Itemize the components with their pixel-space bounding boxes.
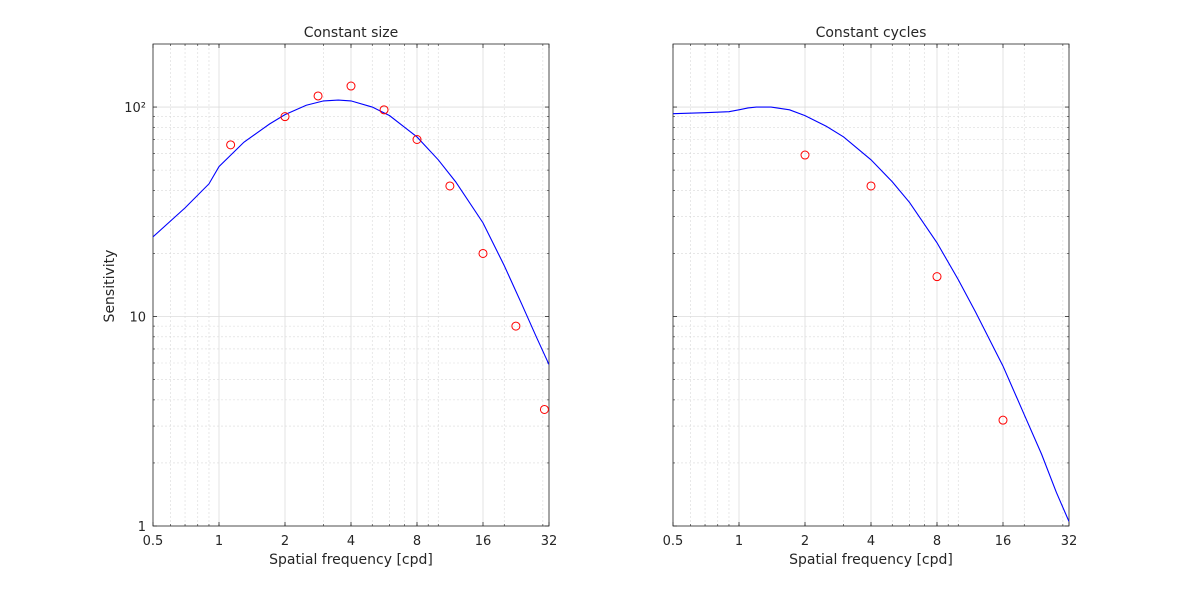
model-fit-line <box>153 99 549 365</box>
x-tick-label: 8 <box>933 534 941 549</box>
x-tick-label: 1 <box>735 534 743 549</box>
x-axis-label: Spatial frequency [cpd] <box>789 552 953 568</box>
data-point <box>932 272 942 282</box>
chart-title: Constant size <box>304 25 399 41</box>
data-point <box>511 321 521 331</box>
x-tick-label: 0.5 <box>143 534 164 549</box>
y-axis-label: Sensitivity <box>102 250 118 323</box>
plot-area <box>153 81 549 414</box>
data-point <box>313 91 323 101</box>
tick-marks <box>672 44 1070 527</box>
tick-marks <box>152 44 550 527</box>
chart-title: Constant cycles <box>816 25 927 41</box>
chart-panel-2: 0.5 1 2 4 8 16 32 Constant cycles Spatial freque… <box>663 25 1078 568</box>
data-point <box>226 140 236 150</box>
model-fit-line <box>673 106 1069 522</box>
plot-area <box>673 106 1069 522</box>
data-point <box>346 81 356 91</box>
y-tick-label: 10 <box>129 311 146 326</box>
y-tick-label: 1 <box>138 520 146 535</box>
x-tick-label: 4 <box>347 534 355 549</box>
data-point <box>998 415 1008 425</box>
x-tick-label: 8 <box>413 534 421 549</box>
x-tick-label: 32 <box>1061 534 1078 549</box>
data-point <box>412 135 422 145</box>
x-tick-label: 0.5 <box>663 534 684 549</box>
data-point <box>866 181 876 191</box>
x-axis-label: Spatial frequency [cpd] <box>269 552 433 568</box>
x-tick-label: 16 <box>475 534 492 549</box>
y-tick-label: 10² <box>124 101 146 116</box>
data-point <box>280 112 290 122</box>
x-tick-label: 16 <box>995 534 1012 549</box>
data-point <box>478 248 488 258</box>
data-point <box>379 105 389 115</box>
data-point <box>539 404 549 414</box>
x-tick-label: 2 <box>801 534 809 549</box>
x-tick-label: 32 <box>541 534 558 549</box>
data-point <box>800 150 810 160</box>
x-tick-label: 4 <box>867 534 875 549</box>
data-point <box>445 181 455 191</box>
x-tick-label: 1 <box>215 534 223 549</box>
x-tick-label: 2 <box>281 534 289 549</box>
